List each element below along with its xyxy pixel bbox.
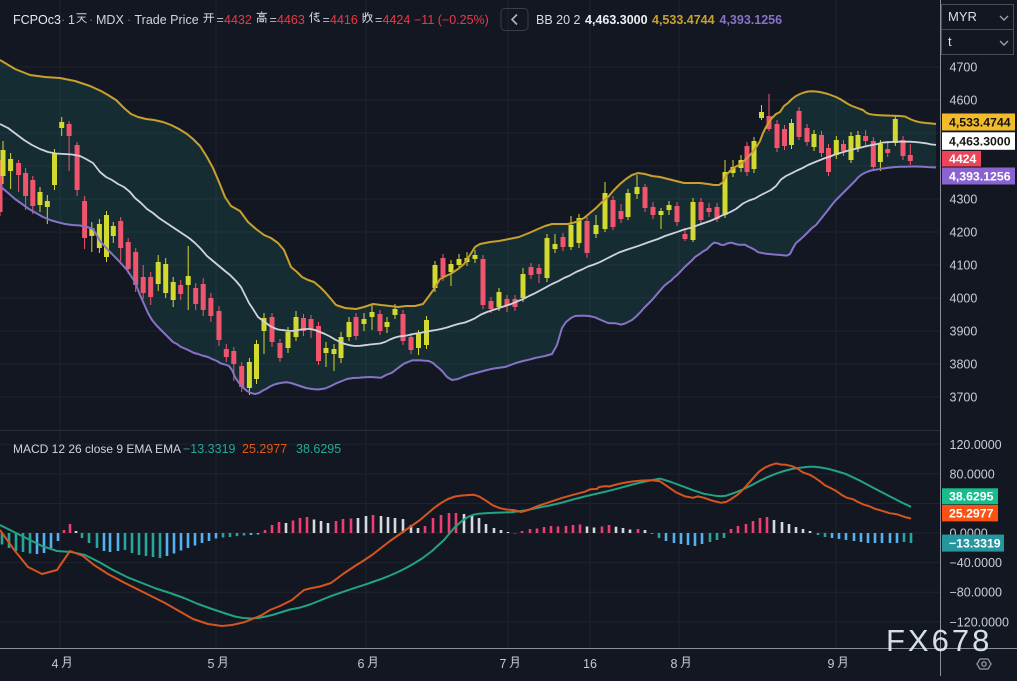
svg-text:4,533.4744: 4,533.4744: [652, 13, 715, 27]
svg-text:=: =: [375, 13, 382, 27]
svg-text:3800: 3800: [950, 358, 978, 372]
svg-text:4: 4: [52, 657, 59, 671]
svg-text:4463: 4463: [277, 13, 305, 27]
svg-text:4000: 4000: [950, 292, 978, 306]
svg-text:6: 6: [358, 657, 365, 671]
svg-text:MYR: MYR: [948, 9, 977, 24]
svg-text:4100: 4100: [950, 259, 978, 273]
svg-text:−80.0000: −80.0000: [950, 586, 1003, 600]
svg-text:FX678: FX678: [886, 623, 992, 658]
svg-text:4,463.3000: 4,463.3000: [585, 13, 648, 27]
svg-text:4424: 4424: [949, 152, 977, 166]
svg-text:8: 8: [671, 657, 678, 671]
svg-text:4300: 4300: [950, 193, 978, 207]
svg-text:4,463.3000: 4,463.3000: [949, 134, 1011, 148]
svg-text:38.6295: 38.6295: [296, 442, 341, 456]
svg-text:=: =: [217, 13, 224, 27]
svg-text:3900: 3900: [950, 325, 978, 339]
svg-text:=: =: [323, 13, 330, 27]
svg-text:4432: 4432: [224, 13, 252, 27]
svg-text:MACD 12 26 close 9 EMA EMA: MACD 12 26 close 9 EMA EMA: [13, 442, 181, 456]
svg-text:5: 5: [208, 657, 215, 671]
svg-text:·: ·: [61, 13, 65, 27]
svg-text:·: ·: [127, 13, 131, 27]
svg-text:4700: 4700: [950, 61, 978, 75]
svg-text:7: 7: [500, 657, 507, 671]
svg-text:FCPOc3: FCPOc3: [13, 13, 61, 27]
svg-text:38.6295: 38.6295: [949, 490, 994, 504]
svg-text:120.0000: 120.0000: [950, 438, 1002, 452]
svg-text:−40.0000: −40.0000: [950, 556, 1003, 570]
svg-text:4,393.1256: 4,393.1256: [949, 169, 1011, 183]
svg-text:16: 16: [583, 657, 597, 671]
svg-text:80.0000: 80.0000: [950, 467, 995, 481]
svg-text:−120.0000: −120.0000: [950, 615, 1009, 629]
svg-text:−13.3319: −13.3319: [183, 442, 236, 456]
svg-text:4,533.4744: 4,533.4744: [949, 115, 1011, 129]
svg-text:Trade Price: Trade Price: [135, 13, 199, 27]
svg-text:4416: 4416: [330, 13, 358, 27]
svg-text:1: 1: [68, 13, 75, 27]
svg-text:=: =: [270, 13, 277, 27]
svg-text:MDX: MDX: [96, 13, 124, 27]
svg-text:BB 20 2: BB 20 2: [536, 13, 581, 27]
svg-text:−13.3319: −13.3319: [949, 536, 1001, 550]
svg-text:4,393.1256: 4,393.1256: [720, 13, 783, 27]
svg-text:25.2977: 25.2977: [949, 506, 994, 520]
svg-text:25.2977: 25.2977: [242, 442, 287, 456]
svg-text:9: 9: [828, 657, 835, 671]
svg-text:−11 (−0.25%): −11 (−0.25%): [414, 13, 489, 27]
svg-text:4200: 4200: [950, 226, 978, 240]
svg-text:3700: 3700: [950, 391, 978, 405]
svg-text:t: t: [948, 34, 952, 49]
svg-text:4600: 4600: [950, 94, 978, 108]
svg-text:·: ·: [89, 13, 93, 27]
svg-text:4424: 4424: [383, 13, 411, 27]
